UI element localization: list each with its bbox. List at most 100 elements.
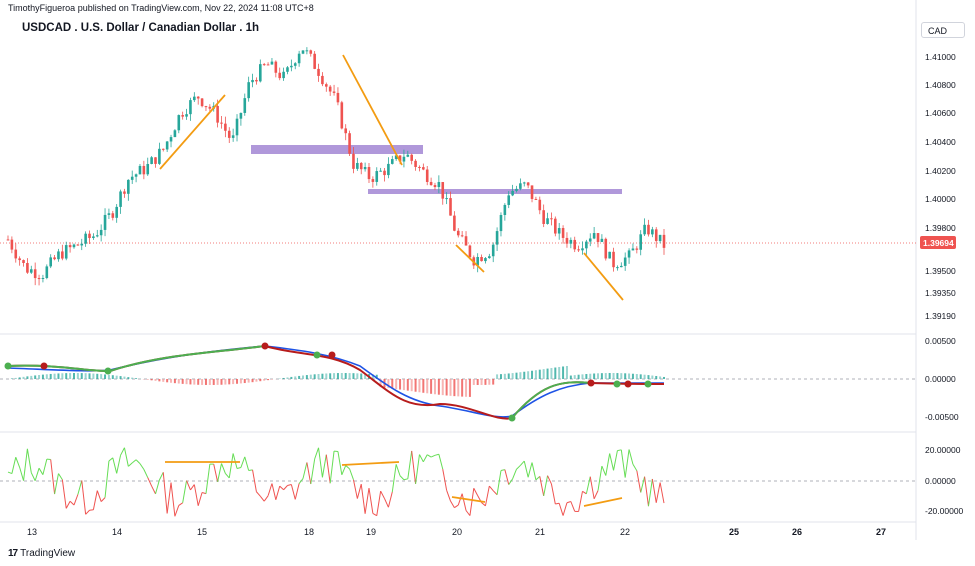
osc-segment [321, 454, 327, 478]
macd-histogram-bar [115, 375, 118, 379]
macd-histogram-bar [437, 379, 440, 395]
osc-segment [310, 458, 316, 485]
osc-segment [407, 450, 413, 479]
macd-histogram-bar [232, 379, 235, 385]
macd-histogram-bar [150, 379, 153, 381]
macd-histogram-bar [26, 376, 29, 379]
candle-body [596, 233, 600, 242]
candle-body [433, 185, 437, 188]
candle-body [348, 133, 351, 154]
osc-segment [19, 467, 25, 481]
osc-segment [527, 462, 533, 478]
candle-body [538, 199, 542, 211]
macd-histogram-bar [321, 373, 324, 379]
osc-segment [578, 491, 583, 512]
osc-segment [457, 493, 463, 506]
osc-segment [186, 480, 191, 491]
macd-histogram-bar [507, 373, 510, 379]
candle-body [22, 260, 25, 263]
candle-body [247, 82, 250, 99]
macd-histogram-bar [663, 376, 665, 379]
candle-body [488, 256, 491, 259]
macd-histogram-bar [38, 375, 41, 379]
osc-tick: 0.00000 [925, 476, 956, 486]
candle-body [208, 106, 212, 109]
osc-segment [520, 460, 525, 466]
osc-segment [213, 464, 219, 482]
osc-segment [162, 472, 168, 514]
candle-body [445, 198, 448, 200]
osc-segment [248, 469, 253, 471]
candle-body [293, 63, 297, 66]
candle-body [29, 269, 33, 273]
osc-segment [484, 485, 490, 506]
macd-histogram-bar [352, 373, 355, 379]
macd-histogram-bar [511, 373, 514, 379]
candle-body [134, 174, 138, 177]
candle-body [227, 130, 231, 138]
candle-body [515, 188, 518, 191]
candle-body [581, 248, 584, 251]
macd-histogram-bar [107, 374, 110, 379]
macd-line-bull [511, 381, 591, 419]
candle-body [290, 65, 293, 68]
candle-body [26, 262, 29, 273]
osc-tick: 20.00000 [925, 445, 961, 455]
macd-histogram-bar [216, 379, 219, 385]
osc-segment [252, 469, 257, 492]
macd-histogram-bar [515, 372, 518, 379]
macd-histogram-bar [298, 375, 301, 379]
osc-segment [15, 457, 21, 468]
candle-body [68, 245, 72, 248]
macd-histogram-bar [643, 374, 646, 379]
osc-tick: -20.00000 [925, 506, 964, 516]
candle-body [371, 179, 375, 182]
macd-histogram-bar [18, 377, 21, 379]
macd-histogram-bar [597, 373, 600, 379]
candle-body [18, 258, 21, 261]
candle-body [92, 236, 95, 239]
osc-segment [151, 485, 156, 495]
macd-histogram-bar [100, 374, 103, 379]
macd-histogram-bar [364, 373, 367, 379]
candle-body [616, 267, 619, 269]
candle-body [658, 234, 662, 242]
candle-body [573, 239, 577, 250]
candle-body [604, 238, 608, 259]
osc-segment [217, 463, 222, 482]
candle-body [495, 231, 499, 245]
candle-body [414, 160, 417, 167]
osc-segment [349, 468, 354, 480]
candle-body [429, 181, 433, 186]
candle-body [324, 84, 328, 87]
osc-segment [376, 491, 382, 516]
current-price-box [920, 236, 956, 249]
osc-segment [263, 495, 269, 502]
candle-body [262, 64, 266, 66]
price-tick: 1.39800 [925, 223, 956, 233]
osc-segment [221, 463, 226, 474]
macd-histogram-bar [628, 373, 631, 379]
macd-histogram-bar [577, 374, 580, 379]
macd-histogram-bar [371, 374, 374, 379]
candle-body [534, 198, 538, 200]
macd-histogram-bar [356, 373, 359, 379]
macd-histogram-bar [69, 373, 72, 379]
macd-histogram-bar [453, 379, 456, 397]
macd-histogram-bar [263, 379, 266, 381]
candle-body [196, 96, 200, 99]
macd-histogram-bar [523, 371, 526, 379]
macd-histogram-bar [243, 379, 246, 384]
macd-histogram-bar [259, 379, 262, 382]
candle-body [499, 214, 503, 232]
osc-segment [314, 447, 320, 460]
macd-histogram-bar [313, 374, 316, 379]
macd-histogram-bar [247, 379, 250, 383]
osc-segment [504, 469, 510, 485]
osc-segment [465, 510, 471, 516]
candle-body [484, 258, 487, 262]
currency-button[interactable]: CAD [921, 22, 965, 38]
candle-body [441, 182, 445, 199]
osc-segment [232, 453, 238, 469]
